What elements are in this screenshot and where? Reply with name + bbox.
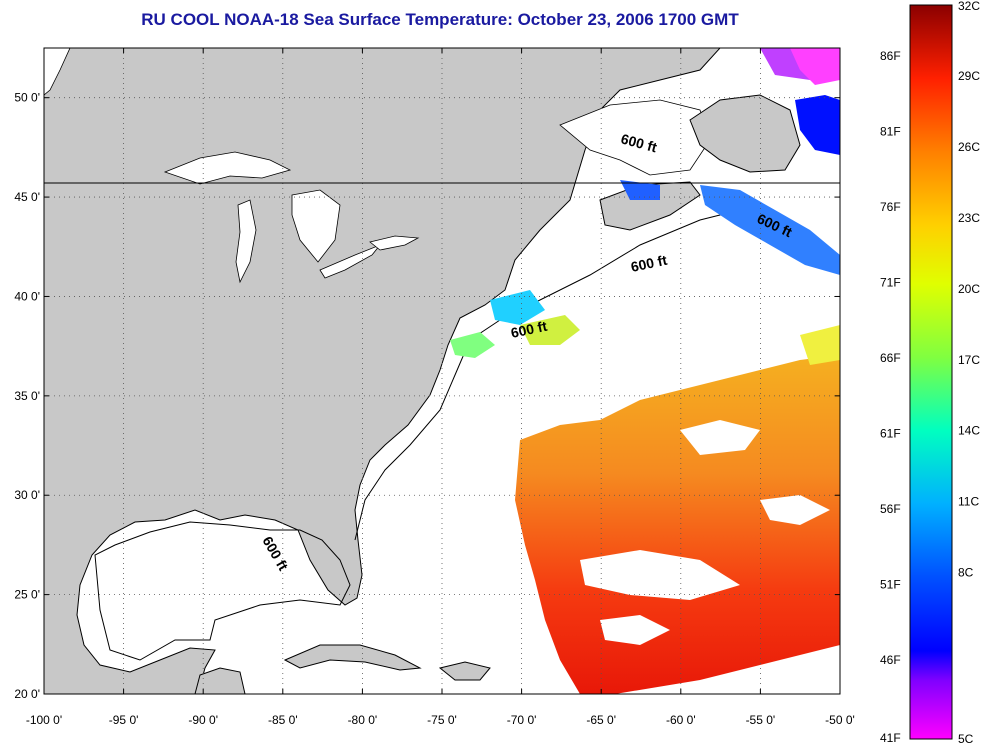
celsius-label: 14C [958, 424, 980, 438]
fahrenheit-label: 61F [880, 427, 901, 441]
lake-huron [291, 189, 341, 263]
x-tick-label: -90 0' [188, 713, 218, 727]
x-tick-label: -65 0' [586, 713, 616, 727]
fahrenheit-label: 86F [880, 49, 901, 63]
fahrenheit-label: 41F [880, 731, 901, 745]
y-tick-label: 25 0' [14, 588, 40, 602]
y-axis-ticks: 50 0' 45 0' 40 0' 35 0' 30 0' 25 0' 20 0' [14, 91, 840, 701]
y-tick-label: 40 0' [14, 289, 40, 303]
y-tick-label: 45 0' [14, 190, 40, 204]
celsius-label: 20C [958, 282, 980, 296]
x-tick-label: -100 0' [26, 713, 62, 727]
y-tick-label: 30 0' [14, 488, 40, 502]
isobath-label: 600 ft [509, 318, 548, 341]
fahrenheit-label: 56F [880, 502, 901, 516]
sst-cool-patch [800, 325, 840, 365]
x-tick-label: -75 0' [427, 713, 457, 727]
land-yucatan [194, 667, 246, 694]
x-tick-label: -95 0' [109, 713, 139, 727]
gulf-of-st-lawrence [559, 99, 711, 176]
cloud-patch [580, 550, 740, 600]
x-tick-label: -55 0' [746, 713, 776, 727]
sst-data [450, 48, 840, 694]
x-tick-label: -70 0' [507, 713, 537, 727]
lake-superior [163, 151, 292, 185]
celsius-label: 5C [958, 732, 974, 746]
x-tick-label: -60 0' [666, 713, 696, 727]
hudson-bay [44, 48, 71, 96]
sst-cold-patch [790, 48, 840, 85]
color-bar [909, 4, 953, 740]
sst-cool-patch [700, 185, 840, 275]
fahrenheit-label: 46F [880, 653, 901, 667]
x-axis-ticks: -100 0' -95 0' -90 0' -85 0' -80 0' -75 0' -70… [26, 48, 855, 727]
y-tick-label: 20 0' [14, 687, 40, 701]
sst-warm-swath [515, 355, 840, 694]
lake-erie [319, 244, 382, 279]
sst-cold-patch [795, 95, 840, 155]
x-tick-label: -80 0' [348, 713, 378, 727]
land-cuba [283, 644, 422, 671]
cloud-patch [680, 420, 760, 455]
x-tick-label: -85 0' [268, 713, 298, 727]
celsius-label: 23C [958, 211, 980, 225]
map-title: RU COOL NOAA-18 Sea Surface Temperature:… [141, 10, 739, 29]
sst-cool-patch [520, 315, 580, 345]
celsius-label: 32C [958, 0, 980, 13]
lake-michigan [235, 199, 257, 284]
color-bar-ticks: 32C 29C 26C 23C 20C 17C 14C 11C 8C 5C 86F 81F 76F 71F… [880, 0, 980, 746]
celsius-label: 17C [958, 353, 980, 367]
land-hispaniola [438, 661, 491, 681]
cloud-patch [600, 615, 670, 645]
fahrenheit-label: 71F [880, 276, 901, 290]
fahrenheit-label: 76F [880, 200, 901, 214]
fahrenheit-label: 51F [880, 578, 901, 592]
sst-cool-patch [450, 332, 495, 358]
celsius-label: 29C [958, 69, 980, 83]
celsius-label: 11C [958, 495, 979, 509]
x-tick-label: -50 0' [825, 713, 855, 727]
sst-cool-patch [490, 290, 545, 325]
fahrenheit-label: 66F [880, 351, 901, 365]
celsius-label: 8C [958, 566, 974, 580]
isobath-label: 600 ft [629, 252, 668, 275]
lake-ontario [369, 235, 420, 251]
cloud-patch [760, 495, 830, 525]
celsius-label: 26C [958, 140, 980, 154]
fahrenheit-label: 81F [880, 125, 901, 139]
sst-cool-patch [620, 180, 660, 200]
y-tick-label: 35 0' [14, 389, 40, 403]
y-tick-label: 50 0' [14, 91, 40, 105]
land-north-america [44, 48, 721, 694]
